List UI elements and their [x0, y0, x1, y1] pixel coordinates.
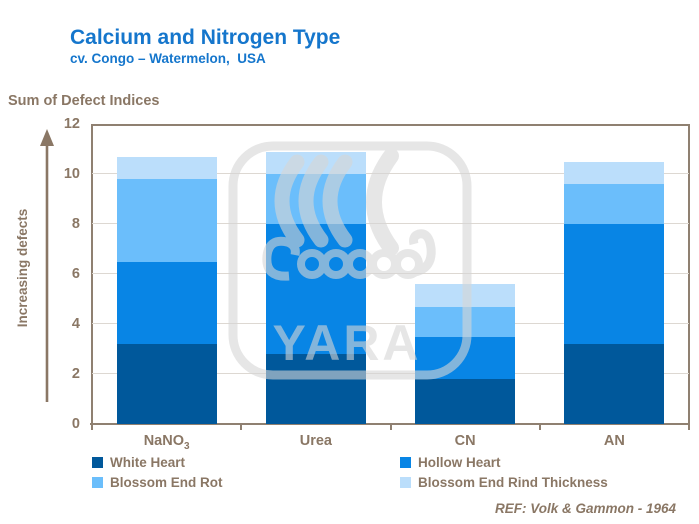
y-tick-label-8: 8	[71, 216, 80, 232]
bar-segment	[415, 379, 516, 424]
bar-segment	[265, 354, 366, 424]
reference-label: REF: Volk & Gammon - 1964	[494, 501, 676, 516]
x-axis-tick	[91, 425, 93, 430]
bar-segment	[265, 224, 366, 354]
bar-segment	[564, 224, 665, 344]
bar-segment	[415, 306, 516, 337]
bar-AN	[564, 124, 665, 424]
x-axis-line	[90, 423, 690, 425]
legend-swatch-rind_thickness	[400, 477, 411, 488]
page-title: Calcium and Nitrogen Type	[70, 26, 341, 49]
bar-NaNO	[116, 124, 217, 424]
plot-frame-right	[688, 124, 690, 424]
bar-segment	[564, 161, 665, 184]
bar-segment	[116, 261, 217, 344]
y-axis-label: Increasing defects	[15, 208, 30, 328]
plot-area	[92, 124, 689, 424]
legend-item: Hollow Heart	[400, 455, 608, 470]
plot-frame-left	[91, 124, 93, 424]
bar-segment	[116, 156, 217, 179]
legend-item: White Heart	[92, 455, 400, 470]
y-tick-label-10: 10	[63, 166, 80, 182]
x-axis-tick	[240, 425, 243, 430]
legend-item: Blossom End Rind Thickness	[400, 475, 608, 490]
x-axis-label-Urea: Urea	[299, 433, 332, 449]
bar-segment	[116, 344, 217, 424]
bar-segment	[564, 184, 665, 224]
bar-CN	[415, 124, 516, 424]
bar-segment	[265, 151, 366, 174]
x-axis-tick	[389, 425, 392, 430]
bar-segment	[564, 344, 665, 424]
legend-label: Blossom End Rot	[110, 475, 223, 490]
legend-label: Hollow Heart	[418, 455, 501, 470]
legend-label: White Heart	[110, 455, 186, 470]
x-axis-label-AN: AN	[603, 433, 625, 449]
legend-swatch-blossom_end_rot	[92, 477, 103, 488]
x-axis-tick	[538, 425, 541, 430]
x-axis-label-CN: CN	[454, 433, 476, 449]
y-tick-label-0: 0	[71, 416, 80, 432]
x-axis-label-NaNO: NaNO3	[143, 433, 190, 452]
bar-Urea	[265, 124, 366, 424]
up-arrow-icon	[40, 129, 54, 402]
legend-label: Blossom End Rind Thickness	[418, 475, 608, 490]
bar-segment	[415, 284, 516, 307]
x-axis-tick	[688, 425, 690, 430]
bar-segment	[265, 174, 366, 224]
legend-swatch-hollow_heart	[400, 457, 411, 468]
plot-frame-top	[91, 124, 689, 126]
legend-item: Blossom End Rot	[92, 475, 400, 490]
y-tick-label-6: 6	[71, 266, 80, 282]
y-axis-top-label: Sum of Defect Indices	[8, 93, 160, 109]
legend: White Heart Hollow Heart Blossom End Rot Bl…	[92, 455, 608, 490]
page-subtitle: cv. Congo – Watermelon, USA	[70, 51, 266, 66]
bar-segment	[415, 336, 516, 379]
y-tick-label-2: 2	[71, 366, 80, 382]
y-tick-label-12: 12	[63, 116, 80, 132]
y-tick-label-4: 4	[71, 316, 80, 332]
bar-segment	[116, 179, 217, 262]
legend-swatch-white_heart	[92, 457, 103, 468]
